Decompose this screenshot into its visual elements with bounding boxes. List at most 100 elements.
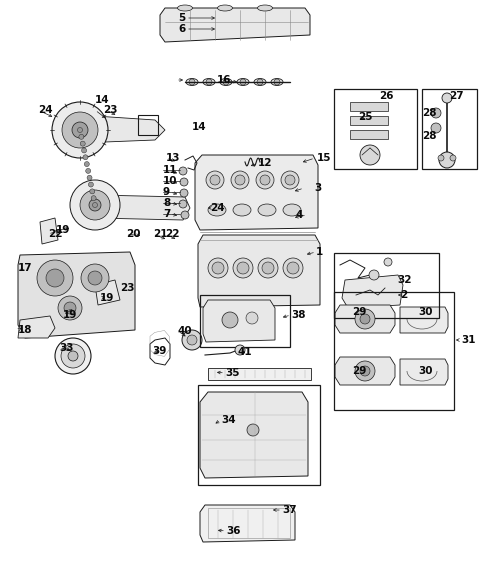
Text: 14: 14	[192, 122, 206, 132]
Text: 24: 24	[38, 105, 53, 115]
Text: 16: 16	[216, 75, 231, 85]
Text: 19: 19	[63, 310, 77, 320]
Circle shape	[245, 312, 257, 324]
Text: 6: 6	[178, 24, 185, 34]
Text: 5: 5	[178, 13, 185, 23]
Text: 18: 18	[18, 325, 32, 335]
Text: 17: 17	[18, 263, 32, 273]
Bar	[333, 89, 416, 169]
Ellipse shape	[220, 78, 231, 86]
Ellipse shape	[232, 204, 251, 216]
Circle shape	[92, 202, 97, 208]
Bar	[199, 295, 289, 347]
Ellipse shape	[186, 78, 197, 86]
Polygon shape	[18, 316, 55, 338]
Circle shape	[68, 351, 78, 361]
Circle shape	[55, 338, 91, 374]
Circle shape	[210, 175, 220, 185]
Circle shape	[441, 93, 451, 103]
Circle shape	[180, 178, 188, 186]
Polygon shape	[18, 252, 135, 338]
Circle shape	[77, 127, 82, 133]
Circle shape	[87, 175, 92, 180]
Polygon shape	[95, 280, 120, 305]
Text: 27: 27	[448, 91, 463, 101]
Circle shape	[46, 269, 64, 287]
Bar	[349, 130, 387, 139]
Text: 34: 34	[221, 415, 235, 425]
Text: 22: 22	[165, 229, 179, 239]
Circle shape	[232, 258, 253, 278]
Polygon shape	[199, 392, 307, 478]
Polygon shape	[334, 357, 394, 385]
Circle shape	[208, 258, 227, 278]
Circle shape	[182, 330, 201, 350]
Text: 38: 38	[290, 310, 305, 320]
Bar	[197, 385, 319, 485]
Polygon shape	[197, 235, 319, 307]
Circle shape	[285, 175, 294, 185]
Polygon shape	[341, 275, 402, 308]
Text: 9: 9	[163, 187, 170, 197]
Text: 24: 24	[210, 203, 224, 213]
Circle shape	[88, 182, 93, 187]
Bar	[208, 368, 310, 380]
Circle shape	[287, 262, 298, 274]
Ellipse shape	[208, 204, 226, 216]
Circle shape	[179, 167, 187, 175]
Circle shape	[359, 145, 379, 165]
Circle shape	[86, 169, 91, 173]
Circle shape	[383, 258, 391, 266]
Circle shape	[61, 344, 85, 368]
Circle shape	[79, 134, 84, 139]
Text: 1: 1	[316, 247, 322, 257]
Circle shape	[89, 199, 101, 211]
Bar	[421, 89, 476, 169]
Text: 37: 37	[281, 505, 296, 515]
Polygon shape	[40, 218, 58, 244]
Circle shape	[237, 262, 248, 274]
Polygon shape	[80, 115, 165, 143]
Circle shape	[230, 171, 248, 189]
Ellipse shape	[257, 204, 275, 216]
Circle shape	[359, 314, 369, 324]
Circle shape	[212, 262, 224, 274]
Circle shape	[449, 155, 455, 161]
Text: 29: 29	[351, 307, 365, 317]
Circle shape	[90, 189, 94, 194]
Circle shape	[273, 79, 279, 85]
Circle shape	[223, 79, 228, 85]
Bar	[138, 115, 158, 135]
Circle shape	[187, 335, 197, 345]
Circle shape	[88, 271, 102, 285]
Polygon shape	[399, 307, 447, 333]
Text: 25: 25	[357, 112, 372, 122]
Text: 29: 29	[351, 366, 365, 376]
Ellipse shape	[283, 204, 301, 216]
Circle shape	[240, 79, 245, 85]
Circle shape	[368, 270, 378, 280]
Circle shape	[283, 258, 302, 278]
Text: 3: 3	[313, 183, 320, 193]
Circle shape	[72, 122, 88, 138]
Circle shape	[257, 79, 262, 85]
Bar	[333, 253, 438, 318]
Ellipse shape	[257, 5, 272, 11]
Text: 40: 40	[178, 326, 192, 336]
Text: 30: 30	[417, 366, 432, 376]
Circle shape	[81, 264, 109, 292]
Text: 31: 31	[460, 335, 474, 345]
Text: 19: 19	[56, 225, 70, 235]
Circle shape	[37, 260, 73, 296]
Circle shape	[438, 152, 454, 168]
Polygon shape	[199, 505, 294, 542]
Text: 14: 14	[95, 95, 109, 105]
Text: 11: 11	[163, 165, 177, 175]
Ellipse shape	[203, 78, 214, 86]
Ellipse shape	[177, 5, 192, 11]
Circle shape	[359, 366, 369, 376]
Circle shape	[180, 189, 188, 197]
Circle shape	[52, 102, 108, 158]
Text: 15: 15	[317, 153, 331, 163]
Polygon shape	[399, 359, 447, 385]
